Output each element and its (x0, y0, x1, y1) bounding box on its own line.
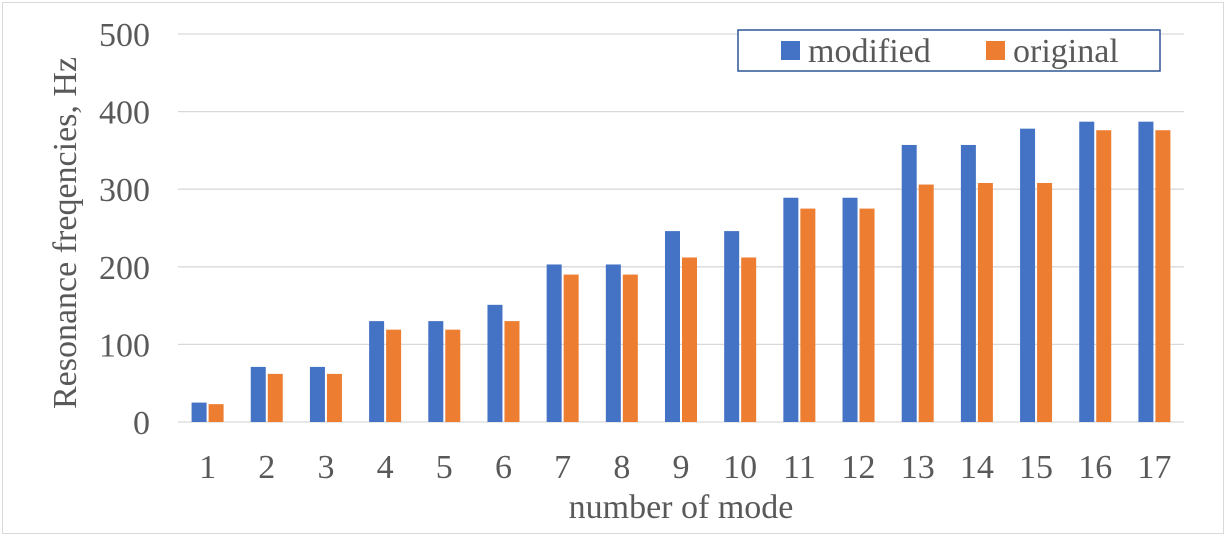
x-tick-label: 16 (1078, 449, 1112, 486)
legend-box (737, 29, 1161, 72)
x-tick-label: 11 (783, 449, 816, 486)
x-tick-label: 10 (723, 449, 757, 486)
bar-modified-2 (250, 366, 266, 422)
bar-original-3 (326, 373, 342, 422)
y-tick-labels: 0 100 200 300 400 500 (99, 17, 150, 442)
x-tick-label: 13 (901, 449, 935, 486)
x-tick-label: 15 (1019, 449, 1053, 486)
bar-modified-15 (1020, 128, 1036, 422)
bar-modified-1 (191, 402, 207, 422)
y-tick-label: 300 (99, 172, 150, 209)
x-tick-label: 17 (1137, 449, 1171, 486)
bar-original-15 (1037, 182, 1053, 422)
bar-modified-16 (1079, 121, 1095, 423)
bar-original-4 (386, 329, 402, 422)
bars (191, 121, 1171, 423)
bar-original-12 (859, 208, 875, 422)
bar-modified-12 (842, 197, 858, 422)
x-axis-title: number of mode (569, 489, 794, 526)
bar-original-11 (800, 208, 816, 422)
y-tick-label: 0 (133, 405, 150, 442)
bar-modified-10 (724, 231, 740, 422)
bar-original-10 (741, 257, 757, 422)
y-tick-label: 100 (99, 327, 150, 364)
y-axis-title: Resonance freqencies, Hz (47, 57, 84, 409)
legend: modified original (737, 29, 1161, 72)
bar-original-7 (563, 274, 579, 422)
bar-modified-17 (1138, 121, 1154, 423)
y-tick-label: 400 (99, 95, 150, 132)
bar-modified-8 (605, 264, 621, 422)
y-tick-label: 200 (99, 250, 150, 287)
legend-swatch-modified (781, 41, 800, 60)
x-tick-label: 8 (613, 449, 630, 486)
x-tick-label: 12 (842, 449, 876, 486)
bar-modified-5 (428, 321, 444, 422)
x-tick-label: 5 (436, 449, 453, 486)
bar-original-1 (208, 404, 224, 422)
bar-modified-4 (369, 321, 385, 422)
legend-swatch-original (986, 41, 1005, 60)
x-tick-label: 1 (199, 449, 216, 486)
legend-label-modified: modified (808, 33, 931, 70)
legend-label-original: original (1013, 33, 1119, 70)
bar-original-5 (445, 329, 461, 422)
bar-original-8 (622, 274, 638, 422)
bar-original-14 (977, 182, 993, 422)
bar-modified-14 (960, 144, 976, 422)
bar-original-17 (1155, 130, 1171, 422)
x-tick-labels: 1 2 3 4 5 6 7 8 9 10 11 12 13 14 15 16 17 (199, 449, 1171, 486)
bar-original-6 (504, 321, 520, 422)
x-tick-label: 14 (960, 449, 994, 486)
bar-modified-3 (309, 366, 325, 422)
bar-modified-9 (665, 231, 680, 422)
x-tick-label: 3 (317, 449, 334, 486)
x-tick-label: 6 (495, 449, 512, 486)
bar-modified-13 (901, 144, 917, 422)
bar-original-2 (267, 373, 283, 422)
x-tick-label: 4 (377, 449, 394, 486)
x-tick-label: 2 (258, 449, 275, 486)
x-tick-label: 7 (554, 449, 571, 486)
bar-original-13 (918, 184, 934, 422)
bar-original-16 (1096, 130, 1112, 422)
bar-original-9 (682, 257, 697, 422)
x-tick-label: 9 (673, 449, 690, 486)
bar-modified-11 (783, 197, 799, 422)
y-tick-label: 500 (99, 17, 150, 54)
bar-modified-7 (546, 264, 562, 422)
bar-modified-6 (487, 304, 503, 422)
